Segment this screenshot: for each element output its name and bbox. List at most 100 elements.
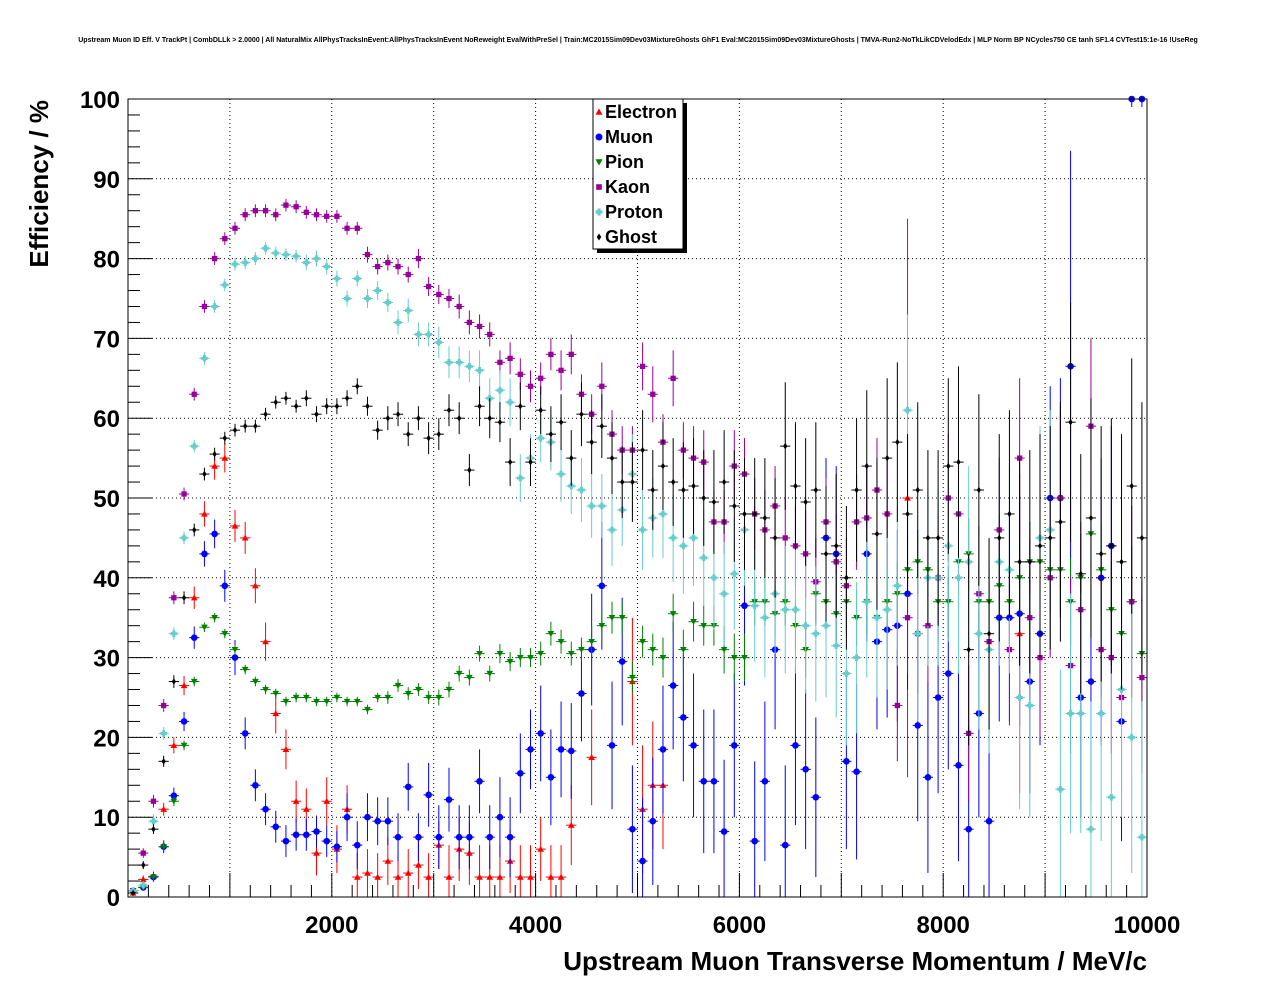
data-point xyxy=(252,255,259,262)
data-point xyxy=(589,438,594,446)
data-point xyxy=(212,450,217,458)
data-point xyxy=(273,398,278,406)
data-point xyxy=(181,491,187,497)
data-point xyxy=(599,422,604,430)
data-point xyxy=(263,410,268,418)
data-point xyxy=(160,844,167,851)
x-tick-label: 6000 xyxy=(713,912,766,939)
data-point xyxy=(211,530,218,538)
data-point xyxy=(293,204,299,210)
data-point xyxy=(394,682,402,689)
data-point xyxy=(415,686,422,693)
data-point xyxy=(202,470,207,478)
data-point xyxy=(639,526,646,534)
data-point xyxy=(812,793,820,801)
data-point xyxy=(895,438,900,446)
data-point xyxy=(221,454,229,461)
data-point xyxy=(883,606,891,614)
data-point xyxy=(620,478,625,486)
data-point xyxy=(353,873,361,880)
data-point xyxy=(395,410,401,418)
data-point xyxy=(272,690,280,697)
series-electron xyxy=(128,218,1025,897)
data-point xyxy=(404,307,412,314)
data-point xyxy=(507,458,513,466)
data-point xyxy=(578,690,585,697)
data-point xyxy=(252,208,259,214)
data-point xyxy=(375,426,380,434)
data-point xyxy=(415,833,422,841)
data-point xyxy=(731,654,738,661)
legend-marker-muon xyxy=(595,133,603,141)
data-point xyxy=(262,244,269,252)
data-point xyxy=(436,291,442,298)
data-point xyxy=(1058,518,1063,526)
data-point xyxy=(436,430,441,438)
data-point xyxy=(803,498,808,506)
data-point xyxy=(914,722,922,729)
data-point xyxy=(283,394,289,402)
data-point xyxy=(364,251,371,258)
data-point xyxy=(323,698,331,705)
data-point xyxy=(720,828,728,835)
data-point xyxy=(955,762,962,769)
legend-marker-proton xyxy=(595,208,603,216)
data-point xyxy=(190,634,198,641)
data-point xyxy=(690,534,697,542)
data-point xyxy=(303,805,310,812)
data-point xyxy=(813,486,818,494)
data-point xyxy=(353,841,361,849)
data-point xyxy=(211,615,218,621)
data-point xyxy=(567,747,575,755)
y-axis-label: Efficiency / % xyxy=(24,100,54,268)
data-point xyxy=(1097,710,1105,717)
data-point xyxy=(170,630,178,637)
data-point xyxy=(832,642,840,649)
data-point xyxy=(375,263,381,270)
data-point xyxy=(761,614,769,621)
data-point xyxy=(333,843,341,851)
data-point xyxy=(649,646,657,653)
data-point xyxy=(547,774,555,781)
legend-marker-electron xyxy=(595,108,603,115)
data-point xyxy=(211,255,218,262)
data-point xyxy=(1027,558,1032,566)
data-point xyxy=(283,202,289,208)
data-point xyxy=(762,514,768,522)
data-point xyxy=(1119,558,1124,566)
data-point xyxy=(680,714,687,721)
data-point xyxy=(445,873,453,880)
data-point xyxy=(904,406,911,414)
data-point xyxy=(650,486,655,494)
data-point xyxy=(395,263,401,270)
data-point xyxy=(415,331,422,338)
data-point xyxy=(425,873,432,880)
data-point xyxy=(781,606,789,614)
data-point xyxy=(180,718,188,725)
data-point xyxy=(618,615,626,621)
data-point xyxy=(671,478,676,486)
data-point xyxy=(476,323,483,330)
data-point xyxy=(844,574,849,582)
data-point xyxy=(537,845,544,852)
data-point xyxy=(477,402,482,410)
data-point xyxy=(700,554,708,562)
data-point xyxy=(365,402,370,410)
data-point xyxy=(231,646,239,653)
data-point xyxy=(1016,694,1023,701)
data-point xyxy=(364,706,371,713)
data-point xyxy=(446,406,452,414)
data-point xyxy=(578,646,585,653)
data-point xyxy=(415,255,422,262)
data-point xyxy=(669,534,677,542)
data-point xyxy=(935,534,941,542)
legend-label-proton: Proton xyxy=(605,202,663,222)
data-point xyxy=(406,430,411,438)
legend-marker-kaon xyxy=(596,184,602,190)
data-point xyxy=(527,873,534,880)
data-point xyxy=(323,797,331,804)
data-point xyxy=(262,208,269,214)
data-point xyxy=(742,510,747,518)
data-point xyxy=(292,694,300,701)
data-point xyxy=(905,510,910,518)
